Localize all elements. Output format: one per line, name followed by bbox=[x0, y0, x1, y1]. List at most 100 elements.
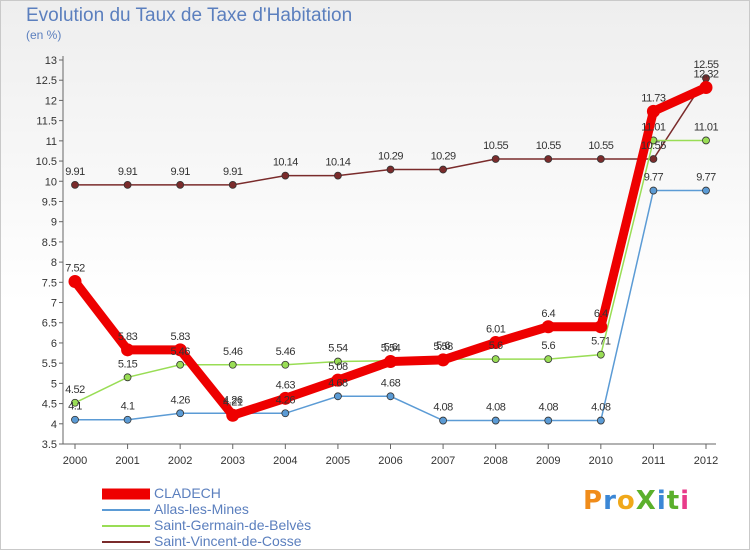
data-label-cladech: 5.54 bbox=[381, 343, 401, 355]
y-tick-label: 4 bbox=[51, 419, 57, 431]
y-tick-label: 12 bbox=[45, 95, 57, 107]
data-label-cladech: 5.83 bbox=[170, 331, 190, 343]
point-cladech bbox=[68, 275, 82, 289]
point-saint-vincent-de-cosse bbox=[491, 155, 500, 163]
point-cladech bbox=[173, 343, 187, 357]
point-allas-les-mines bbox=[596, 416, 605, 425]
data-label-cladech: 11.73 bbox=[641, 92, 666, 104]
data-label-allas-les-mines: 4.1 bbox=[68, 401, 82, 413]
point-cladech bbox=[331, 373, 345, 387]
legend-label-saint-germain-de-belves: Saint-Germain-de-Belvès bbox=[154, 517, 312, 533]
legend-swatch-cladech bbox=[102, 488, 150, 500]
x-tick-label: 2012 bbox=[694, 455, 718, 467]
data-label-cladech: 6.01 bbox=[486, 324, 506, 336]
y-tick-label: 8.5 bbox=[42, 237, 57, 249]
point-saint-vincent-de-cosse bbox=[544, 155, 553, 163]
logo-letter: o bbox=[616, 486, 636, 516]
point-cladech bbox=[594, 320, 608, 334]
data-label-saint-vincent-de-cosse: 10.29 bbox=[431, 151, 456, 163]
data-label-saint-germain-de-belves: 5.54 bbox=[328, 343, 348, 355]
data-label-allas-les-mines: 4.08 bbox=[486, 402, 506, 414]
point-cladech bbox=[226, 408, 240, 422]
data-label-saint-vincent-de-cosse: 10.29 bbox=[378, 151, 403, 163]
point-saint-vincent-de-cosse bbox=[334, 171, 342, 180]
legend-label-saint-vincent-de-cosse: Saint-Vincent-de-Cosse bbox=[154, 533, 302, 549]
y-tick-label: 4.5 bbox=[42, 399, 57, 411]
point-allas-les-mines bbox=[544, 416, 553, 425]
point-allas-les-mines bbox=[702, 186, 710, 195]
data-label-saint-germain-de-belves: 4.52 bbox=[65, 384, 85, 396]
y-tick-label: 10.5 bbox=[36, 156, 57, 168]
legend-item-saint-vincent-de-cosse: Saint-Vincent-de-Cosse bbox=[100, 533, 500, 550]
data-label-saint-germain-de-belves: 5.6 bbox=[541, 340, 555, 352]
data-label-allas-les-mines: 9.77 bbox=[644, 172, 664, 184]
data-label-saint-vincent-de-cosse: 10.55 bbox=[641, 140, 666, 152]
data-label-saint-vincent-de-cosse: 9.91 bbox=[223, 166, 243, 178]
point-allas-les-mines bbox=[281, 409, 290, 418]
logo-letter: r bbox=[603, 486, 617, 516]
data-label-saint-vincent-de-cosse: 12.55 bbox=[693, 59, 718, 71]
data-label-saint-germain-de-belves: 5.46 bbox=[276, 346, 296, 358]
data-label-saint-vincent-de-cosse: 10.55 bbox=[588, 140, 613, 152]
data-label-saint-germain-de-belves: 11.01 bbox=[641, 121, 666, 133]
point-allas-les-mines bbox=[123, 415, 132, 424]
point-cladech bbox=[384, 355, 397, 369]
point-cladech bbox=[646, 104, 660, 118]
data-label-saint-vincent-de-cosse: 10.55 bbox=[483, 140, 508, 152]
x-tick-label: 2000 bbox=[63, 455, 87, 467]
x-tick-label: 2008 bbox=[483, 455, 507, 467]
data-label-saint-vincent-de-cosse: 9.91 bbox=[170, 166, 190, 178]
data-label-allas-les-mines: 4.68 bbox=[381, 377, 401, 389]
logo-letter: P bbox=[583, 486, 604, 516]
point-allas-les-mines bbox=[491, 416, 500, 425]
legend-label-allas-les-mines: Allas-les-Mines bbox=[154, 501, 249, 517]
data-label-allas-les-mines: 4.26 bbox=[170, 394, 190, 406]
data-label-saint-germain-de-belves: 5.15 bbox=[118, 358, 138, 370]
data-label-saint-vincent-de-cosse: 9.91 bbox=[65, 166, 85, 178]
point-saint-germain-de-belves bbox=[281, 360, 290, 369]
y-tick-label: 12.5 bbox=[36, 75, 57, 87]
legend-label-cladech: CLADECH bbox=[154, 485, 221, 501]
data-labels: 9.91 9.91 9.91 9.91 10.14 10.14 10.29 10.29 10.5… bbox=[65, 59, 719, 413]
point-saint-vincent-de-cosse bbox=[649, 155, 658, 163]
point-cladech bbox=[278, 391, 292, 405]
legend-swatch-saint-vincent-de-cosse bbox=[102, 541, 150, 543]
chart-title: Evolution du Taux de Taxe d'Habitation bbox=[26, 5, 353, 26]
point-allas-les-mines bbox=[649, 186, 658, 195]
data-label-saint-vincent-de-cosse: 10.14 bbox=[273, 157, 298, 169]
y-tick-label: 10 bbox=[45, 176, 57, 188]
point-allas-les-mines bbox=[386, 392, 395, 401]
y-tick-label: 6 bbox=[51, 338, 57, 350]
point-saint-vincent-de-cosse bbox=[71, 181, 79, 189]
point-cladech bbox=[436, 353, 450, 367]
data-label-allas-les-mines: 9.77 bbox=[696, 172, 716, 184]
data-label-saint-germain-de-belves: 5.71 bbox=[591, 336, 611, 348]
point-saint-vincent-de-cosse bbox=[439, 165, 447, 174]
legend-item-saint-germain-de-belves: Saint-Germain-de-Belvès bbox=[100, 517, 500, 534]
point-saint-vincent-de-cosse bbox=[228, 181, 237, 189]
x-tick-label: 2007 bbox=[431, 455, 455, 467]
x-tick-label: 2006 bbox=[378, 455, 402, 467]
x-tick-label: 2005 bbox=[326, 455, 350, 467]
data-label-saint-germain-de-belves: 11.01 bbox=[694, 121, 719, 133]
data-label-cladech: 7.52 bbox=[65, 263, 85, 275]
point-cladech bbox=[541, 320, 555, 334]
legend: CLADECH Allas-les-Mines Saint-Germain-de… bbox=[100, 485, 500, 550]
y-tick-label: 8 bbox=[51, 257, 57, 269]
point-allas-les-mines bbox=[176, 409, 185, 418]
y-tick-label: 9 bbox=[51, 217, 57, 229]
data-label-allas-les-mines: 4.26 bbox=[276, 394, 296, 406]
chart-subtitle: (en %) bbox=[26, 28, 62, 42]
y-tick-label: 5 bbox=[51, 378, 57, 390]
legend-swatch-saint-germain-de-belves bbox=[102, 525, 150, 527]
y-tick-label: 7.5 bbox=[42, 277, 57, 289]
data-label-cladech: 6.4 bbox=[541, 308, 555, 320]
plot-area bbox=[68, 74, 713, 425]
data-label-cladech: 12.32 bbox=[693, 68, 718, 80]
point-allas-les-mines bbox=[334, 392, 342, 401]
data-label-cladech: 5.83 bbox=[118, 331, 138, 343]
data-label-cladech: 4.63 bbox=[276, 379, 296, 391]
point-saint-vincent-de-cosse bbox=[596, 155, 605, 163]
